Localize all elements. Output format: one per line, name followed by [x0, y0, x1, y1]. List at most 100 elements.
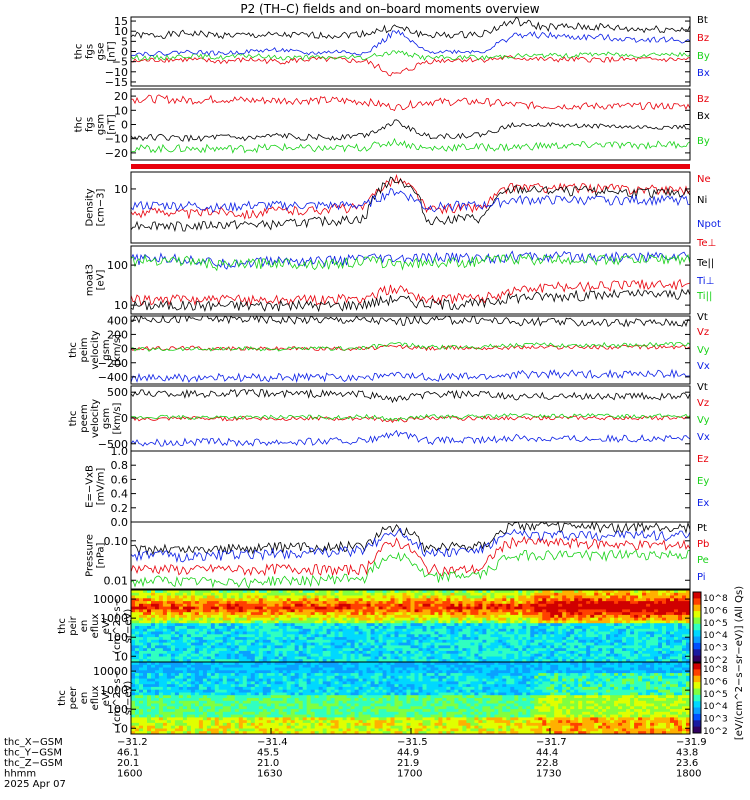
heatmap-cell [230, 626, 236, 630]
heatmap-cell [202, 711, 208, 716]
heatmap-cell [131, 623, 136, 627]
heatmap-cell [222, 678, 228, 682]
heatmap-cell [151, 609, 156, 613]
heatmap-cell [158, 631, 164, 635]
heatmap-cell [226, 590, 232, 594]
heatmap-cell [202, 614, 208, 619]
heatmap-cell [546, 631, 551, 635]
heatmap-cell [602, 639, 607, 644]
heatmap-cell [354, 639, 360, 644]
heatmap-cell [434, 595, 439, 599]
heatmap-cell [662, 620, 667, 624]
heatmap-cell [246, 686, 252, 691]
heatmap-cell [238, 617, 244, 621]
heatmap-cell [562, 642, 567, 646]
heatmap-cell [238, 645, 244, 649]
heatmap-cell [151, 689, 156, 693]
heatmap-cell [358, 637, 364, 641]
heatmap-cell [322, 639, 328, 644]
heatmap-cell [430, 628, 435, 633]
heatmap-cell [374, 612, 380, 616]
heatmap-cell [454, 628, 459, 633]
heatmap-cell [274, 623, 280, 627]
heatmap-cell [642, 653, 647, 657]
heatmap-cell [354, 628, 360, 633]
y-axis-label: [km/s] [112, 402, 123, 434]
heatmap-cell [182, 667, 188, 671]
heatmap-cell [626, 603, 631, 608]
legend-Vz: Vz [697, 327, 709, 338]
heatmap-cell [270, 689, 276, 693]
heatmap-cell [230, 656, 236, 660]
heatmap-cell [362, 628, 368, 633]
heatmap-cell [658, 614, 663, 619]
heatmap-cell [294, 614, 300, 619]
heatmap-cell [186, 650, 192, 655]
heatmap-cell [186, 614, 192, 619]
heatmap-cell [494, 617, 499, 621]
heatmap-cell [542, 628, 547, 633]
heatmap-cell [238, 692, 244, 696]
heatmap-cell [518, 631, 523, 635]
heatmap-cell [274, 692, 280, 696]
heatmap-cell [554, 659, 559, 663]
heatmap-cell [214, 601, 220, 605]
heatmap-cell [166, 728, 172, 732]
heatmap-cell [218, 695, 224, 699]
heatmap-cell [210, 659, 216, 663]
heatmap-cell [131, 675, 136, 680]
heatmap-cell [614, 645, 619, 649]
heatmap-cell [143, 720, 148, 724]
heatmap-cell [510, 648, 515, 652]
heatmap-cell [494, 650, 499, 655]
heatmap-cell [170, 653, 176, 657]
heatmap-cell [290, 592, 296, 597]
heatmap-cell [162, 670, 168, 674]
heatmap-cell [338, 595, 344, 599]
heatmap-cell [434, 653, 439, 657]
heatmap-cell [418, 642, 423, 646]
heatmap-cell [135, 639, 140, 644]
heatmap-cell [550, 623, 555, 627]
heatmap-cell [402, 617, 407, 621]
heatmap-cell [166, 725, 172, 729]
heatmap-cell [151, 670, 156, 674]
heatmap-cell [194, 592, 200, 597]
heatmap-cell [258, 714, 264, 718]
heatmap-cell [390, 645, 395, 649]
heatmap-cell [358, 639, 364, 644]
heatmap-cell [502, 659, 507, 663]
heatmap-cell [198, 681, 204, 685]
heatmap-cell [398, 634, 403, 638]
heatmap-cell [282, 590, 288, 594]
heatmap-cell [178, 606, 184, 610]
heatmap-cell [234, 662, 240, 666]
heatmap-cell [442, 656, 447, 660]
heatmap-cell [278, 626, 284, 630]
heatmap-cell [438, 601, 443, 605]
heatmap-cell [546, 637, 551, 641]
heatmap-cell [610, 609, 615, 613]
heatmap-cell [578, 637, 583, 641]
panel-frame [130, 16, 691, 87]
heatmap-cell [222, 711, 228, 716]
heatmap-cell [490, 609, 495, 613]
heatmap-cell [174, 714, 180, 718]
heatmap-cell [298, 711, 304, 716]
heatmap-cell [482, 645, 487, 649]
heatmap-cell [234, 603, 240, 608]
heatmap-cell [510, 623, 515, 627]
heatmap-cell [478, 612, 483, 616]
heatmap-cell [234, 673, 240, 677]
heatmap-cell [586, 614, 591, 619]
heatmap-cell [530, 590, 535, 594]
heatmap-cell [534, 614, 539, 619]
heatmap-cell [634, 639, 639, 644]
heatmap-cell [286, 678, 292, 682]
heatmap-cell [514, 634, 519, 638]
heatmap-cell [526, 650, 531, 655]
heatmap-cell [446, 603, 451, 608]
heatmap-cell [526, 595, 531, 599]
heatmap-cell [378, 637, 384, 641]
heatmap-cell [570, 634, 575, 638]
